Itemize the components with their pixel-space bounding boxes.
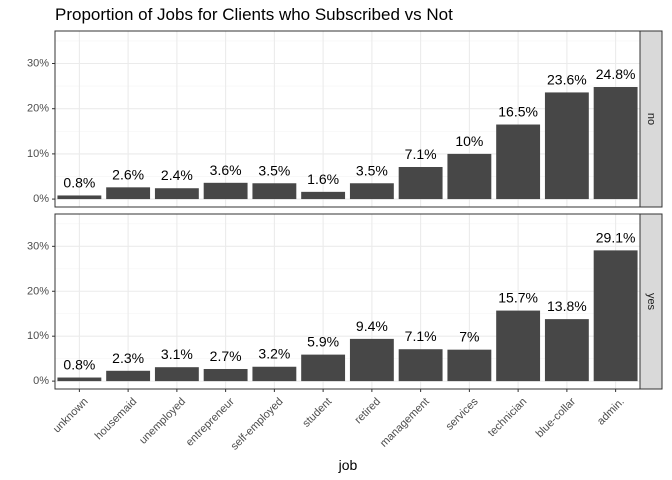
data-label: 9.4% xyxy=(356,318,388,334)
y-tick-label: 30% xyxy=(27,240,49,252)
x-tick-label: management xyxy=(378,396,432,450)
bar-no-services xyxy=(447,153,492,200)
bar-no-retired xyxy=(349,183,394,200)
data-label: 3.2% xyxy=(258,346,290,362)
bar-yes-services xyxy=(447,349,492,382)
y-tick-label: 20% xyxy=(27,285,49,297)
bar-yes-selfemployed xyxy=(252,366,297,382)
bar-yes-entrepreneur xyxy=(203,368,248,382)
x-tick-label: housemaid xyxy=(93,396,140,443)
x-tick-label: unknown xyxy=(51,396,91,436)
y-tick-label: 0% xyxy=(33,375,49,387)
bar-no-bluecollar xyxy=(544,92,589,200)
bar-yes-student xyxy=(301,354,346,382)
x-tick-label: student xyxy=(300,396,334,430)
facet-strip-label: no xyxy=(645,113,657,125)
x-tick-label: unemployed xyxy=(137,396,188,447)
data-label: 2.7% xyxy=(210,348,242,364)
data-label: 0.8% xyxy=(63,357,95,373)
data-label: 7.1% xyxy=(405,146,437,162)
data-label: 7% xyxy=(459,329,479,345)
data-label: 3.1% xyxy=(161,346,193,362)
data-label: 15.7% xyxy=(498,290,538,306)
x-tick-label: self-employed xyxy=(229,396,286,453)
chart-title: Proportion of Jobs for Clients who Subsc… xyxy=(55,5,453,24)
bar-no-unemployed xyxy=(154,188,199,200)
data-label: 23.6% xyxy=(547,71,587,87)
bar-yes-unknown xyxy=(57,377,102,382)
bar-no-student xyxy=(301,191,346,200)
facet-panel-yes: 0.8% 2.3% 3.1% 2.7% 3.2% 5.9% 9.4% 7.1% 7% 15.7% 1… xyxy=(27,213,663,390)
data-label: 13.8% xyxy=(547,298,587,314)
data-label: 3.5% xyxy=(258,162,290,178)
data-label: 5.9% xyxy=(307,334,339,350)
bar-no-entrepreneur xyxy=(203,182,248,200)
bar-no-management xyxy=(398,166,443,200)
y-tick-label: 10% xyxy=(27,330,49,342)
data-label: 2.6% xyxy=(112,166,144,182)
bar-yes-bluecollar xyxy=(544,319,589,382)
x-axis-title: job xyxy=(338,457,358,473)
x-tick-label: technician xyxy=(486,396,530,440)
bar-no-admin xyxy=(593,87,638,200)
data-label: 2.4% xyxy=(161,167,193,183)
bar-no-unknown xyxy=(57,195,102,200)
data-label: 7.1% xyxy=(405,328,437,344)
bar-yes-housemaid xyxy=(106,370,151,382)
bar-no-housemaid xyxy=(106,187,151,200)
x-tick-label: retired xyxy=(353,396,384,427)
data-label: 10% xyxy=(455,133,483,149)
data-label: 1.6% xyxy=(307,171,339,187)
data-label: 16.5% xyxy=(498,104,538,120)
x-tick-label: services xyxy=(444,395,481,432)
bar-no-selfemployed xyxy=(252,183,297,200)
bar-yes-admin xyxy=(593,250,638,382)
y-tick-label: 20% xyxy=(27,103,49,115)
bar-yes-technician xyxy=(496,310,541,382)
data-label: 29.1% xyxy=(596,229,636,245)
data-label: 0.8% xyxy=(63,174,95,190)
y-tick-label: 30% xyxy=(27,58,49,70)
facet-strip-label: yes xyxy=(645,293,657,311)
bar-yes-retired xyxy=(349,338,394,382)
bar-yes-unemployed xyxy=(154,367,199,382)
x-tick-label: admin. xyxy=(595,396,627,428)
y-tick-label: 0% xyxy=(33,193,49,205)
x-tick-label: blue-collar xyxy=(534,395,579,440)
facet-panel-no: 0.8% 2.6% 2.4% 3.6% 3.5% 1.6% 3.5% 7.1% 10% 16.5%… xyxy=(27,30,663,208)
facet-panels: 0.8% 2.6% 2.4% 3.6% 3.5% 1.6% 3.5% 7.1% 10% 16.5%… xyxy=(27,30,663,390)
facet-strip xyxy=(639,30,663,208)
y-tick-label: 10% xyxy=(27,148,49,160)
bar-yes-management xyxy=(398,349,443,382)
x-axis-tick-labels: unknown housemaidunemployedentrepreneurse… xyxy=(51,389,627,453)
data-label: 2.3% xyxy=(112,350,144,366)
data-label: 3.6% xyxy=(210,162,242,178)
data-label: 3.5% xyxy=(356,162,388,178)
data-label: 24.8% xyxy=(596,66,636,82)
bar-no-technician xyxy=(496,124,541,200)
facet-strip xyxy=(639,213,663,390)
x-tick-label: entrepreneur xyxy=(184,396,237,449)
